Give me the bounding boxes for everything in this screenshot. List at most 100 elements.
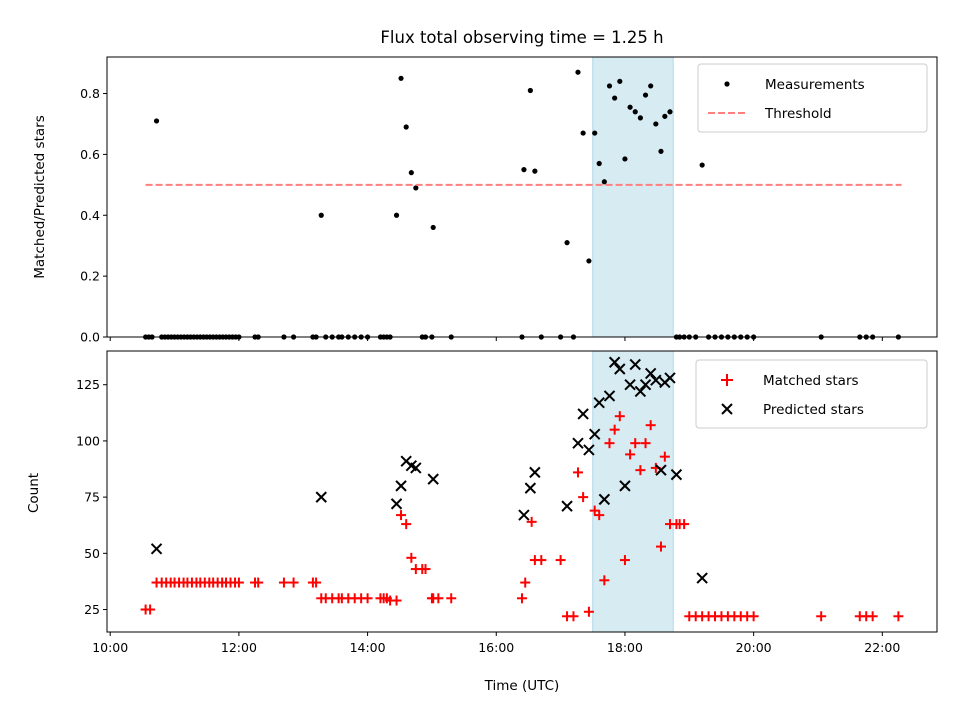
matched-point	[640, 438, 651, 449]
predicted-point	[603, 390, 616, 402]
legend-measurements-marker	[724, 81, 730, 87]
predicted-point	[410, 462, 422, 474]
legend-predicted-marker	[721, 403, 733, 415]
matched-point	[420, 564, 431, 575]
legend-threshold-label: Threshold	[764, 106, 832, 122]
matched-point	[278, 577, 289, 588]
matched-point	[572, 467, 583, 478]
matched-point	[555, 555, 566, 566]
bottom-y-tick-label: 100	[76, 433, 100, 448]
predicted-point	[518, 509, 530, 521]
matched-point	[568, 611, 579, 622]
measurement-point	[653, 121, 659, 127]
top-y-tick-label: 0.4	[80, 208, 100, 223]
matched-point	[679, 519, 690, 530]
bottom-y-axis-label: Count	[26, 473, 42, 513]
predicted-point	[644, 367, 657, 380]
predicted-point	[624, 379, 636, 391]
matched-point	[433, 593, 444, 604]
predicted-point	[608, 356, 621, 368]
matched-point	[630, 438, 641, 449]
matched-point	[599, 575, 610, 586]
top-highlight-span	[592, 56, 674, 338]
matched-point	[867, 611, 878, 622]
measurement-point	[699, 162, 705, 168]
matched-point	[635, 465, 646, 476]
matched-point	[625, 449, 636, 460]
top-y-axis-label: Matched/Predicted stars	[32, 115, 48, 278]
measurement-point	[627, 104, 633, 110]
measurement-point	[586, 258, 592, 264]
matched-point	[526, 516, 537, 527]
measurement-point	[403, 124, 409, 130]
bottom-x-tick-label: 20:00	[736, 640, 772, 655]
predicted-point	[150, 543, 163, 555]
predicted-point	[670, 468, 683, 481]
bottom-x-tick-label: 10:00	[92, 640, 128, 655]
bottom-highlight-span	[592, 350, 674, 633]
predicted-point	[664, 372, 676, 384]
top-legend: Measurements Threshold	[697, 63, 928, 133]
predicted-point	[593, 396, 605, 409]
matched-point	[396, 510, 407, 521]
measurement-point	[592, 130, 598, 136]
predicted-point	[561, 500, 573, 512]
matched-point	[609, 424, 620, 435]
matched-point	[401, 519, 412, 530]
predicted-point	[529, 466, 541, 479]
matched-point	[645, 420, 656, 431]
x-axis-label: Time (UTC)	[484, 678, 560, 694]
predicted-point	[634, 385, 647, 398]
measurement-point	[648, 83, 654, 89]
matched-point	[233, 577, 244, 588]
matched-point	[536, 555, 547, 566]
measurement-point	[153, 118, 160, 124]
measurement-point	[575, 69, 581, 75]
top-plot-frame	[106, 56, 938, 338]
matched-point	[145, 604, 156, 615]
measurement-point	[622, 156, 628, 162]
legend-measurements-label: Measurements	[765, 77, 865, 93]
matched-point	[655, 541, 666, 552]
matched-point	[578, 492, 589, 503]
measurement-point	[667, 109, 673, 115]
measurement-point	[658, 148, 664, 154]
measurement-point	[642, 92, 649, 98]
top-panel: 0.0 0.2 0.4 0.6 0.8	[80, 56, 938, 345]
matched-point	[659, 451, 670, 462]
bottom-x-tick-label: 22:00	[864, 640, 900, 655]
predicted-point	[696, 572, 708, 584]
measurement-point	[580, 130, 586, 136]
matched-point	[589, 505, 600, 516]
bottom-plot-frame	[106, 350, 938, 633]
measurement-point	[617, 78, 623, 84]
measurement-point	[637, 115, 643, 121]
matched-point	[816, 611, 827, 622]
predicted-point	[629, 358, 641, 371]
legend-matched-marker	[721, 374, 733, 386]
bottom-y-tick-label: 25	[84, 602, 100, 617]
matched-point	[614, 411, 625, 422]
bottom-series-predicted-stars	[150, 356, 708, 584]
legend-matched-label: Matched stars	[763, 373, 859, 389]
predicted-point	[598, 493, 611, 506]
measurement-point	[632, 109, 638, 115]
predicted-point	[583, 444, 595, 456]
matched-point	[583, 606, 594, 617]
predicted-point	[315, 491, 327, 503]
measurement-point	[612, 95, 618, 101]
predicted-point	[650, 374, 662, 386]
predicted-point	[619, 480, 631, 492]
matched-point	[619, 555, 630, 566]
bottom-y-tick-label: 75	[84, 490, 100, 505]
measurement-point	[532, 168, 538, 174]
predicted-point	[639, 379, 652, 391]
measurement-point	[521, 167, 527, 173]
predicted-point	[524, 482, 537, 494]
measurement-point	[527, 87, 533, 94]
top-legend-box	[697, 63, 928, 133]
measurement-point	[601, 179, 607, 185]
measurement-point	[564, 240, 570, 246]
matched-point	[604, 438, 615, 449]
